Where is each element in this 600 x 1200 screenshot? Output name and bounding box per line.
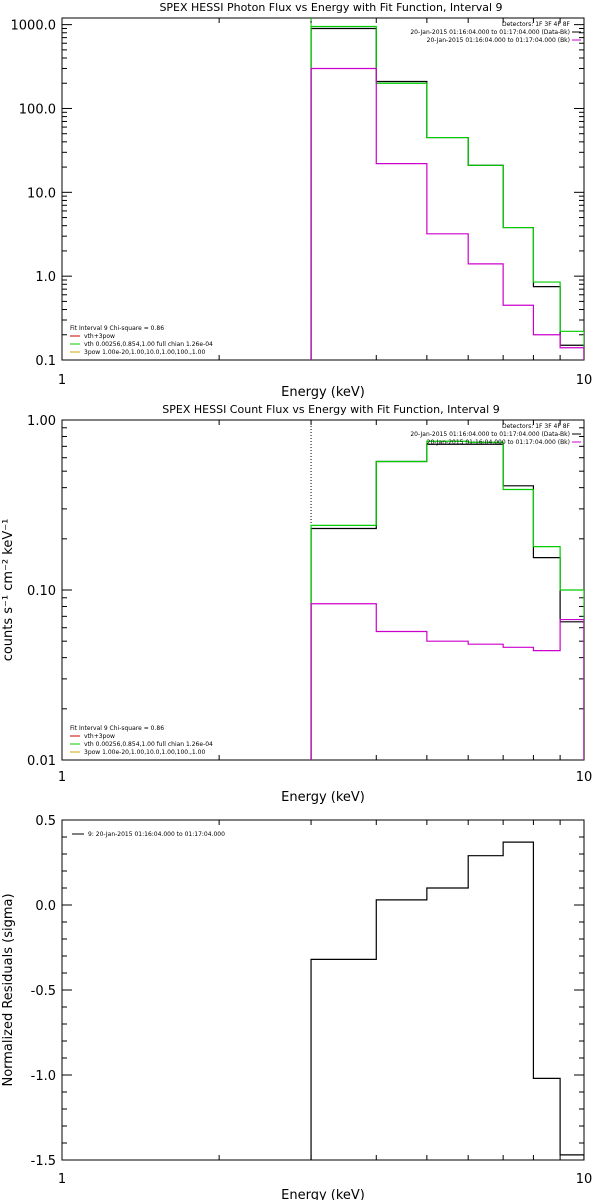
y-tick-label: 0.1 bbox=[35, 354, 56, 369]
chart-title: SPEX HESSI Count Flux vs Energy with Fit… bbox=[162, 403, 499, 416]
y-tick-label: 100.0 bbox=[19, 102, 56, 117]
plot-frame bbox=[61, 17, 585, 361]
x-axis-label: Energy (keV) bbox=[281, 385, 365, 400]
legend-entry: vth 0.00256,0.854,1.00 full chian 1.26e-… bbox=[84, 341, 213, 348]
x-tick-label: 10 bbox=[576, 1172, 593, 1187]
legend-entry: vth 0.00256,0.854,1.00 full chian 1.26e-… bbox=[84, 741, 213, 748]
chart-title: SPEX HESSI Photon Flux vs Energy with Fi… bbox=[159, 1, 502, 14]
y-tick-label: -1.0 bbox=[31, 1069, 56, 1084]
legend-entry: 20-Jan-2015 01:16:04.000 to 01:17:04.000… bbox=[427, 439, 570, 446]
legend-entry: 20-Jan-2015 01:16:04.000 to 01:17:04.000… bbox=[410, 431, 570, 438]
y-tick-label: -1.5 bbox=[31, 1154, 56, 1169]
x-tick-label: 1 bbox=[58, 770, 66, 785]
series-line-1 bbox=[310, 841, 584, 1160]
legend-entry: 3pow 1.00e-20,1.00,10.0,1.00,100.,1.00 bbox=[84, 349, 205, 356]
series-line-1 bbox=[310, 443, 584, 760]
series-line-3 bbox=[310, 603, 584, 760]
y-tick-label: 1.00 bbox=[27, 414, 56, 429]
legend-entry: 9: 20-Jan-2015 01:16:04.000 to 01:17:04.… bbox=[88, 831, 225, 838]
x-tick-label: 1 bbox=[58, 373, 66, 388]
legend-entry: Detectors: 1F 3F 4F 8F bbox=[502, 423, 571, 430]
y-tick-label: 0.5 bbox=[35, 814, 56, 829]
plot-frame bbox=[61, 819, 585, 1161]
x-tick-label: 1 bbox=[58, 1172, 66, 1187]
chart-panel-1: SPEX HESSI Photon Flux vs Energy with Fi… bbox=[11, 1, 593, 400]
legend-entry: vth+3pow bbox=[84, 333, 115, 340]
x-tick-label: 10 bbox=[576, 770, 593, 785]
x-axis-label: Energy (keV) bbox=[281, 1188, 365, 1200]
y-tick-label: 10.0 bbox=[27, 186, 56, 201]
legend-entry: Fit Interval 9 Chi-square = 0.86 bbox=[70, 325, 164, 332]
chart-panel-2: SPEX HESSI Count Flux vs Energy with Fit… bbox=[1, 403, 592, 805]
legend-entry: 20-Jan-2015 01:16:04.000 to 01:17:04.000… bbox=[427, 37, 570, 44]
y-tick-label: 1000.0 bbox=[11, 19, 57, 34]
series-line-2 bbox=[310, 440, 584, 760]
y-axis-label: counts s⁻¹ cm⁻² keV⁻¹ bbox=[1, 519, 16, 662]
series-line-2 bbox=[310, 25, 584, 360]
y-tick-label: 0.0 bbox=[35, 899, 56, 914]
legend-entry: 3pow 1.00e-20,1.00,10.0,1.00,100.,1.00 bbox=[84, 749, 205, 756]
y-tick-label: -0.5 bbox=[31, 984, 56, 999]
legend-entry: 20-Jan-2015 01:16:04.000 to 01:17:04.000… bbox=[410, 29, 570, 36]
chart-panel-3: 1 10 Energy (keV) -1.5 -1.0 -0.5 0.0 0.5 Normali… bbox=[1, 814, 592, 1200]
y-tick-label: 1.0 bbox=[35, 270, 56, 285]
y-tick-label: 0.01 bbox=[27, 754, 56, 769]
legend-entry: vth+3pow bbox=[84, 733, 115, 740]
plot-frame bbox=[61, 419, 585, 761]
x-tick-label: 10 bbox=[576, 373, 593, 388]
x-axis-label: Energy (keV) bbox=[281, 790, 365, 805]
y-axis-label: Normalized Residuals (sigma) bbox=[1, 893, 16, 1086]
series-line-1 bbox=[310, 27, 584, 360]
legend-entry: Detectors: 1F 3F 4F 8F bbox=[502, 21, 571, 28]
legend-entry: Fit Interval 9 Chi-square = 0.86 bbox=[70, 725, 164, 732]
y-tick-label: 0.10 bbox=[27, 584, 56, 599]
series-line-3 bbox=[310, 67, 584, 360]
